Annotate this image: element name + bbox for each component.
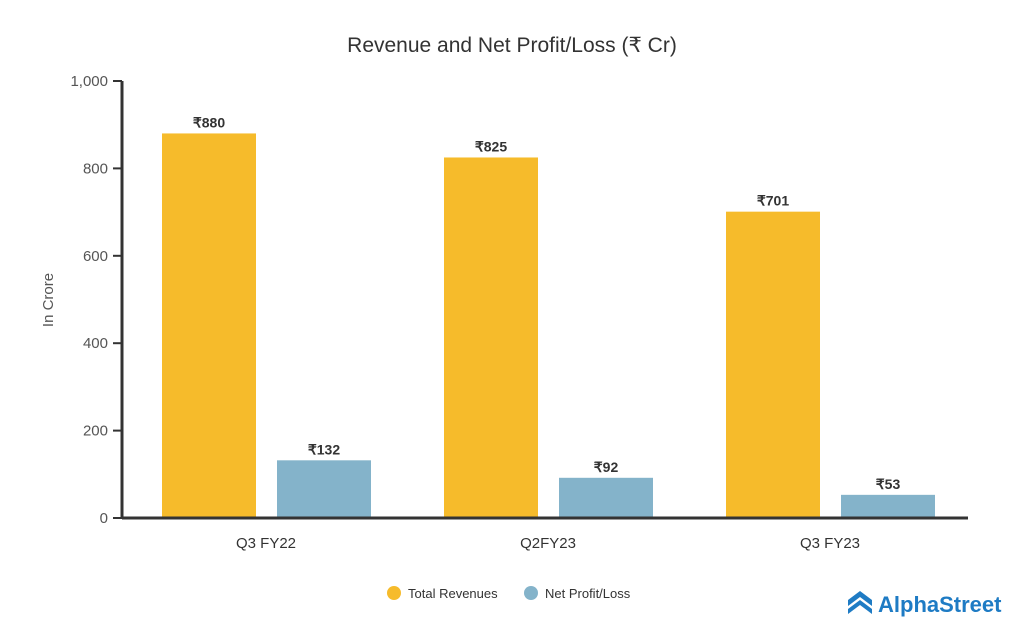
data-label: ₹701 — [757, 193, 789, 209]
bar-net-profit — [559, 477, 653, 517]
y-tick-label: 200 — [83, 423, 108, 440]
bar-net-profit — [841, 494, 935, 517]
legend-label: Total Revenues — [408, 586, 498, 601]
chart-title: Revenue and Net Profit/Loss (₹ Cr) — [347, 34, 677, 57]
legend-label: Net Profit/Loss — [545, 586, 631, 601]
y-tick-label: 600 — [83, 248, 108, 265]
data-label: ₹880 — [193, 114, 225, 130]
data-label: ₹825 — [475, 138, 507, 154]
y-tick-label: 1,000 — [70, 73, 108, 90]
x-tick-label: Q3 FY23 — [800, 535, 860, 552]
bar-net-profit — [277, 460, 371, 517]
y-axis-label: In Crore — [40, 273, 57, 327]
alphastreet-logo: AlphaStreet — [848, 591, 1002, 617]
y-tick-label: 800 — [83, 160, 108, 177]
alphastreet-logo-icon — [848, 591, 872, 606]
bar-revenue — [444, 157, 538, 517]
legend-swatch — [524, 586, 538, 600]
data-label: ₹132 — [308, 441, 340, 457]
legend-swatch — [387, 586, 401, 600]
x-tick-label: Q2FY23 — [520, 535, 576, 552]
bar-revenue — [726, 211, 820, 517]
data-label: ₹53 — [876, 476, 901, 492]
x-tick-label: Q3 FY22 — [236, 535, 296, 552]
y-tick-label: 400 — [83, 335, 108, 352]
y-tick-label: 0 — [100, 510, 108, 527]
alphastreet-logo-text: AlphaStreet — [878, 592, 1002, 617]
bar-revenue — [162, 133, 256, 517]
data-label: ₹92 — [594, 459, 619, 475]
